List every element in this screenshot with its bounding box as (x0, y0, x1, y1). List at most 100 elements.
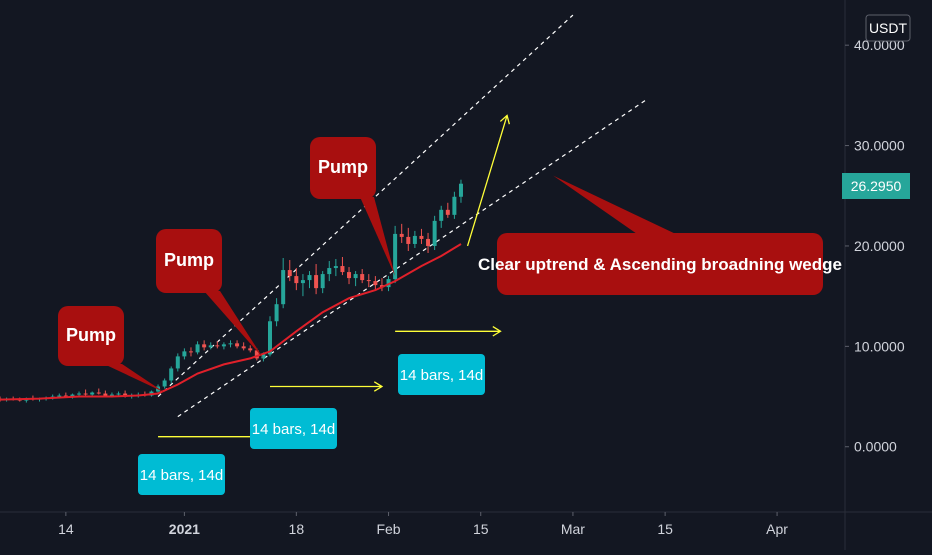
candle (268, 316, 272, 357)
candle-body (90, 392, 95, 395)
candle-body (327, 268, 332, 275)
candle-body (57, 395, 62, 397)
candle-body (63, 395, 68, 397)
last-price-tag: 26.2950 (842, 173, 910, 199)
candle-body (202, 344, 207, 348)
candle-body (366, 280, 371, 282)
pump-callout-1[interactable]: Pump (58, 306, 165, 393)
candle (300, 274, 305, 297)
candle-body (393, 233, 398, 280)
candle-body (70, 394, 75, 397)
moving-average-layer (0, 243, 462, 401)
bars-label-3[interactable]: 14 bars, 14d (398, 354, 485, 395)
candle-body (221, 344, 226, 347)
y-tick-label: 20.0000 (854, 238, 905, 254)
bars-label-text: 14 bars, 14d (140, 467, 223, 484)
candle (188, 347, 193, 357)
candle (419, 228, 424, 244)
moving-average-line (0, 243, 462, 401)
pump-callout-tail (360, 197, 396, 277)
candle (287, 260, 292, 282)
candle (195, 341, 200, 355)
candle (307, 271, 312, 289)
currency-badge[interactable]: USDT (865, 14, 911, 42)
candle (248, 345, 253, 353)
currency-label: USDT (869, 20, 908, 36)
pump-callout-tail (104, 364, 165, 393)
candle-body (241, 346, 246, 349)
candle-body (406, 236, 411, 244)
candle (439, 205, 444, 228)
candle (228, 340, 233, 348)
candle (399, 223, 404, 243)
candle (327, 261, 332, 282)
x-tick-label: 18 (289, 521, 305, 537)
candle (432, 215, 437, 250)
candle (340, 257, 345, 276)
candle (373, 276, 378, 291)
bars-label-text: 14 bars, 14d (252, 421, 335, 438)
candle (452, 191, 457, 219)
candle-body (188, 351, 193, 353)
bars-label-1[interactable]: 14 bars, 14d (138, 454, 225, 495)
candle (320, 271, 325, 294)
candle-body (281, 270, 286, 305)
y-tick-label: 0.0000 (854, 439, 897, 455)
candle-body (340, 266, 345, 273)
candle (314, 264, 319, 295)
wedge-lower-line (177, 99, 646, 418)
candle-body (228, 343, 233, 345)
main-callout-text: Clear uptrend & Ascending broadning wedg… (478, 255, 842, 274)
bars-label-2[interactable]: 14 bars, 14d (250, 408, 337, 449)
candle-body (419, 235, 424, 239)
candle-body (445, 209, 450, 215)
pump-callout-2[interactable]: Pump (156, 229, 264, 359)
x-tick-label: 2021 (169, 521, 200, 537)
x-tick-label: 15 (473, 521, 489, 537)
pump-callout-3[interactable]: Pump (310, 137, 396, 277)
candle-body (254, 350, 259, 359)
last-price-value: 26.2950 (851, 178, 902, 194)
y-tick-label: 30.0000 (854, 138, 905, 154)
candle-body (77, 393, 82, 395)
candle-body (96, 392, 101, 394)
candle (360, 269, 365, 284)
candle (366, 274, 371, 288)
y-tick-label: 10.0000 (854, 338, 905, 354)
projection-arrow-head (499, 114, 510, 125)
candle (182, 348, 187, 360)
candle (175, 353, 180, 372)
candle-body (175, 356, 180, 369)
projection-arrow-head (492, 326, 502, 337)
candle-body (294, 276, 299, 284)
candle-body (432, 220, 437, 246)
candle (353, 271, 358, 287)
candle-body (195, 344, 200, 353)
candle-body (412, 235, 417, 244)
candle (241, 342, 246, 351)
candle (426, 232, 431, 253)
candle (458, 179, 463, 203)
candle (221, 342, 226, 350)
x-tick-label: 14 (58, 521, 74, 537)
candle (274, 298, 279, 327)
projection-arrow-shaft (466, 115, 508, 247)
candle-body (307, 275, 312, 281)
candle (235, 340, 240, 349)
candle (281, 258, 286, 309)
candle-body (109, 394, 114, 396)
x-tick-label: 15 (657, 521, 673, 537)
main-callout[interactable]: Clear uptrend & Ascending broadning wedg… (478, 175, 842, 295)
candle-body (320, 274, 325, 289)
candle-body (333, 266, 338, 269)
candle-body (169, 368, 174, 381)
pump-label: Pump (66, 325, 116, 345)
candle (202, 340, 207, 351)
x-tick-label: Mar (561, 521, 585, 537)
candle-body (399, 233, 404, 237)
candle (83, 389, 88, 396)
candle-body (360, 274, 365, 281)
candle-body (458, 183, 463, 197)
